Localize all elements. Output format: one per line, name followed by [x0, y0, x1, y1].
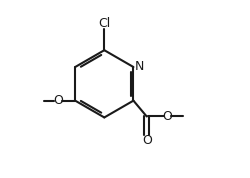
Text: O: O — [162, 110, 172, 123]
Text: O: O — [53, 94, 63, 107]
Text: N: N — [135, 60, 144, 73]
Text: Cl: Cl — [98, 17, 110, 30]
Text: O: O — [142, 134, 152, 147]
